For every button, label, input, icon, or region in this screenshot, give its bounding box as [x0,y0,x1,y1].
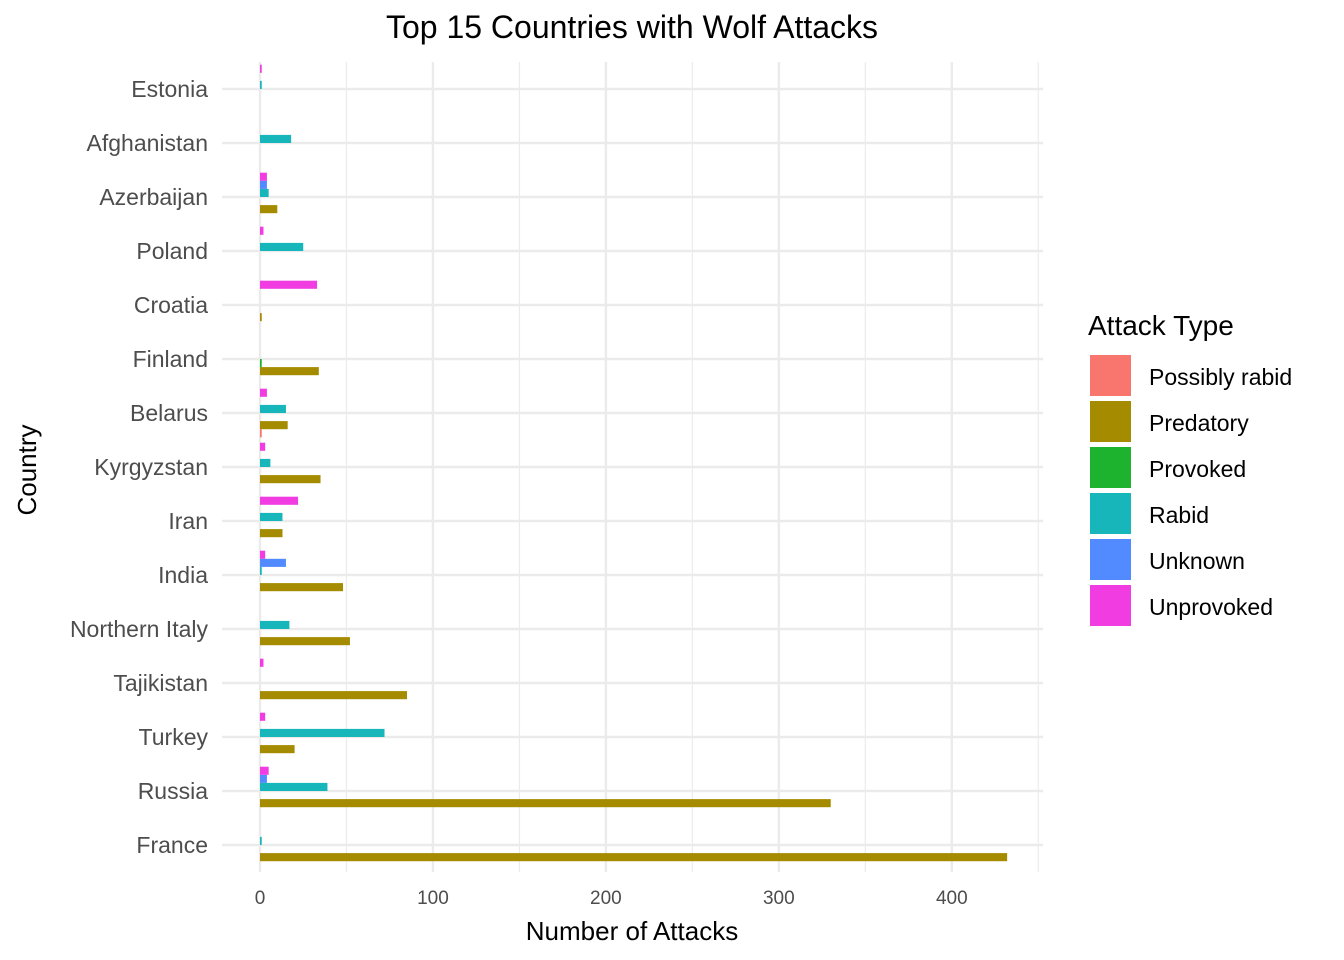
bar-kyrgyzstan-predatory [260,475,321,484]
legend-items: Possibly rabid Predatory Provoked Rabid Unkn… [1090,355,1292,626]
country-label: Tajikistan [113,670,208,696]
bar-russia-unknown [260,774,267,783]
bar-kyrgyzstan-rabid [260,458,271,467]
bar-croatia-predatory [260,313,262,322]
legend-label: Unprovoked [1149,594,1273,620]
x-tick-label: 200 [590,888,622,909]
legend-key-possibly-rabid [1090,355,1131,396]
bar-iran-unprovoked [260,496,299,505]
legend-label: Unknown [1149,548,1245,574]
country-labels: France Russia Turkey Tajikistan Northern Ita… [70,76,209,858]
x-tick-labels: 0 100 200 300 400 [255,888,968,909]
country-label: Estonia [131,76,208,102]
bar-belarus-predatory [260,421,288,430]
bar-turkey-predatory [260,745,295,754]
bar-finland-predatory [260,367,319,376]
bar-estonia-rabid [260,80,262,89]
country-label: Azerbaijan [99,184,208,210]
bar-tajikistan-predatory [260,691,408,700]
bar-russia-predatory [260,799,831,808]
bar-tajikistan-unprovoked [260,658,264,667]
country-label: Kyrgyzstan [94,454,208,480]
bar-poland-rabid [260,242,304,251]
bar-poland-unprovoked [260,226,264,235]
bar-iran-predatory [260,529,283,538]
country-label: Turkey [139,724,209,750]
bar-turkey-unprovoked [260,712,266,721]
bar-azerbaijan-unprovoked [260,172,267,181]
country-label: Poland [136,238,208,264]
chart-title: Top 15 Countries with Wolf Attacks [386,9,878,45]
bar-india-rabid [260,566,262,575]
bar-russia-unprovoked [260,766,269,775]
bar-india-unprovoked [260,550,266,559]
bar-belarus-possibly-rabid [260,429,262,438]
bar-belarus-unprovoked [260,388,267,397]
legend-key-unknown [1090,539,1131,580]
bar-croatia-unprovoked [260,280,318,289]
country-label: Russia [138,778,209,804]
country-label: India [158,562,208,588]
country-label: Iran [168,508,208,534]
legend-label: Provoked [1149,456,1246,482]
country-label: Croatia [134,292,208,318]
bar-russia-rabid [260,782,328,791]
bar-azerbaijan-rabid [260,188,269,197]
x-axis-title: Number of Attacks [526,916,738,946]
bar-india-predatory [260,583,344,592]
bar-france-predatory [260,853,1008,862]
bar-azerbaijan-unknown [260,180,267,189]
bar-india-unknown [260,558,286,567]
bar-finland-provoked [260,359,262,368]
x-tick-label: 0 [255,888,266,909]
legend-label: Possibly rabid [1149,364,1292,390]
country-label: Northern Italy [70,616,209,642]
bar-northern-italy-predatory [260,637,350,646]
bar-kyrgyzstan-unprovoked [260,442,266,451]
grid [222,62,1043,872]
legend-key-predatory [1090,401,1131,442]
x-tick-label: 100 [417,888,449,909]
y-axis-title: Country [12,424,42,515]
bar-turkey-rabid [260,728,385,737]
bar-belarus-rabid [260,404,286,413]
country-label: Afghanistan [87,130,208,156]
legend-key-rabid [1090,493,1131,534]
bar-estonia-unprovoked [260,64,262,73]
legend: Attack Type Possibly rabid Predatory Provo… [1088,310,1292,626]
bars [260,64,1008,862]
legend-key-provoked [1090,447,1131,488]
country-label: France [136,832,208,858]
x-tick-label: 400 [936,888,968,909]
bar-northern-italy-rabid [260,620,290,629]
bar-azerbaijan-predatory [260,205,278,214]
country-label: Finland [133,346,208,372]
legend-key-unprovoked [1090,585,1131,626]
country-label: Belarus [130,400,208,426]
bar-iran-rabid [260,512,283,521]
x-tick-label: 300 [763,888,795,909]
legend-label: Rabid [1149,502,1209,528]
bar-afghanistan-rabid [260,134,292,143]
bar-france-rabid [260,836,262,845]
legend-label: Predatory [1149,410,1249,436]
legend-title: Attack Type [1088,310,1234,341]
